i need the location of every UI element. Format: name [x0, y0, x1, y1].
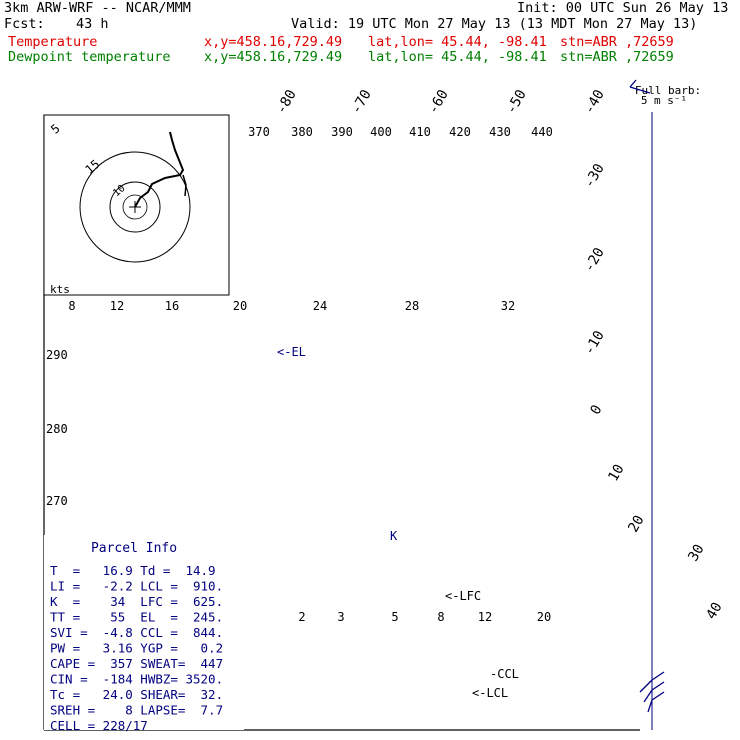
isotherm-label: -60: [425, 87, 452, 117]
hodograph-ring: [122, 194, 148, 220]
forecast-label: Fcst:: [4, 16, 45, 32]
mixing-ratio-label: 8: [437, 610, 444, 624]
theta-label: 370: [248, 125, 270, 139]
valid-time: Valid: 19 UTC Mon 27 May 13 (13 MDT Mon …: [291, 16, 698, 32]
wind-barb: [651, 691, 665, 701]
temperature-legend: Temperature: [8, 34, 98, 50]
isotherm-label: -10: [581, 328, 608, 358]
kts-tick-label: 16: [165, 299, 179, 313]
parcel-info-row: CIN = -184 HWBZ= 3520.: [50, 672, 223, 687]
theta-label: 430: [489, 125, 511, 139]
hodograph-ring: [79, 151, 191, 263]
parcel-info-row: LI = -2.2 LCL = 910.: [50, 579, 223, 594]
barb-legend-sample: [629, 86, 651, 94]
isotherm-label: -80: [273, 87, 300, 117]
model-title: 3km ARW-WRF -- NCAR/MMM: [4, 0, 191, 16]
wind-barb: [647, 699, 653, 713]
kts-tick-label: 24: [313, 299, 327, 313]
theta-label: 420: [449, 125, 471, 139]
hodograph-trace: [134, 131, 185, 208]
mixing-ratio-label: 20: [537, 610, 551, 624]
theta-label: 410: [409, 125, 431, 139]
init-time: Init: 00 UTC Sun 26 May 13: [517, 0, 729, 16]
parcel-info-row: CELL = 228/17: [50, 718, 148, 733]
mixing-ratio-label: 3: [337, 610, 344, 624]
kts-axis-title: kts: [50, 283, 70, 296]
kts-tick-label: 28: [405, 299, 419, 313]
forecast-hours: 43 h: [76, 16, 109, 32]
isotherm-label: -70: [348, 87, 375, 117]
kts-tick-label: 8: [68, 299, 75, 313]
kts-tick-label: 32: [501, 299, 515, 313]
wind-barb: [639, 679, 653, 693]
isotherm-label: 10: [605, 462, 627, 485]
mixing-ratio-label: 5: [391, 610, 398, 624]
theta-label: 390: [331, 125, 353, 139]
dewpoint-station: stn=ABR ,72659: [560, 49, 674, 65]
dewpoint-latlon: lat,lon= 45.44, -98.41: [368, 49, 547, 65]
parcel-info-row: SVI = -4.8 CCL = 844.: [50, 625, 223, 640]
parcel-info-row: Tc = 24.0 SHEAR= 32.: [50, 687, 223, 702]
kts-tick-label: 12: [110, 299, 124, 313]
dewpoint-legend: Dewpoint temperature: [8, 49, 171, 65]
temperature-station: stn=ABR ,72659: [560, 34, 674, 50]
temperature-latlon: lat,lon= 45.44, -98.41: [368, 34, 547, 50]
parcel-info-row: SREH = 8 LAPSE= 7.7: [50, 703, 223, 718]
wind-barb: [651, 671, 665, 681]
isotherm-label: -40: [581, 87, 608, 117]
isotherm-label: -20: [581, 245, 608, 275]
theta-label: 290: [46, 348, 68, 362]
hodograph-trace: [182, 174, 187, 197]
ccl-label: -CCL: [490, 667, 519, 681]
theta-label: 400: [370, 125, 392, 139]
mixing-ratio-label: 12: [478, 610, 492, 624]
wind-barb: [643, 689, 653, 703]
dewpoint-xy: x,y=458.16,729.49: [204, 49, 343, 65]
parcel-info-row: TT = 55 EL = 245.: [50, 610, 223, 625]
lcl-label: <-LCL: [472, 686, 508, 700]
k-label: K: [390, 529, 398, 543]
isotherm-label: 30: [685, 542, 707, 565]
kts-tick-label: 20: [233, 299, 247, 313]
theta-label: 270: [46, 494, 68, 508]
theta-label: 440: [531, 125, 553, 139]
wind-barb: [651, 681, 665, 691]
barb-legend-units: 5 m s⁻¹: [641, 94, 687, 107]
parcel-info-row: T = 16.9 Td = 14.9: [50, 563, 216, 578]
parcel-info-title: Parcel Info: [91, 541, 177, 556]
isotherm-label: -30: [581, 161, 608, 191]
hodograph-ring: [109, 181, 161, 233]
barb-legend-title: Full barb:: [635, 84, 701, 97]
barb-legend-sample: [629, 79, 637, 88]
parcel-info-row: CAPE = 357 SWEAT= 447: [50, 656, 223, 671]
mixing-ratio-label: 2: [298, 610, 305, 624]
parcel-info-box: [44, 535, 244, 730]
isotherm-label: -50: [503, 87, 530, 117]
parcel-info-row: K = 34 LFC = 625.: [50, 594, 223, 609]
isotherm-label: 0: [587, 402, 605, 417]
theta-label: 280: [46, 422, 68, 436]
isotherm-label: 40: [703, 600, 725, 623]
isotherm-label: 20: [625, 513, 647, 536]
parcel-info-row: PW = 3.16 YGP = 0.2: [50, 641, 223, 656]
temperature-xy: x,y=458.16,729.49: [204, 34, 343, 50]
lfc-label: <-LFC: [445, 589, 481, 603]
el-label: <-EL: [277, 345, 306, 359]
theta-label: 380: [291, 125, 313, 139]
